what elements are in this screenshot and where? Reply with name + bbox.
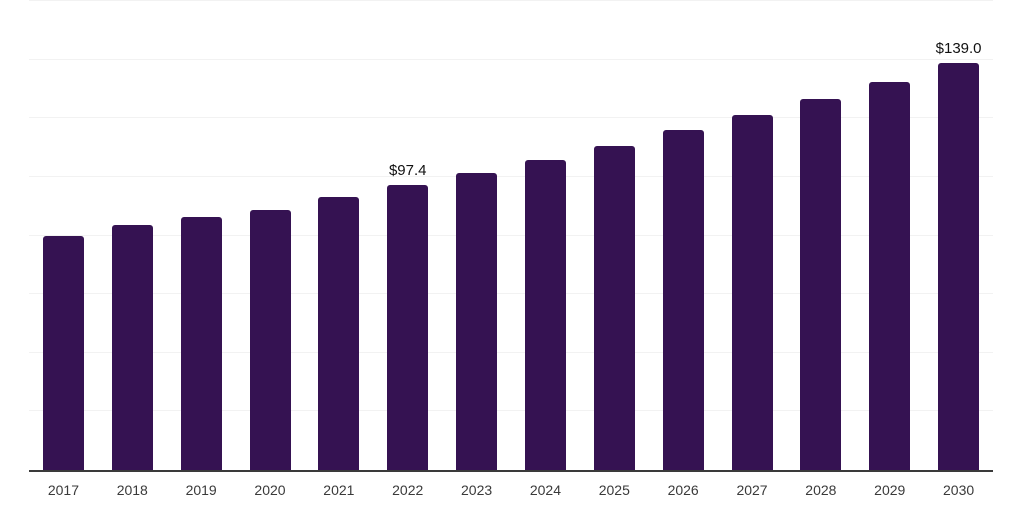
gridline-140 (29, 58, 993, 60)
x-tick-2017: 2017 (47, 482, 79, 498)
x-tick-2023: 2023 (461, 482, 493, 498)
bar-2018 (111, 225, 153, 470)
bar-2028 (800, 98, 842, 470)
bar-2025 (593, 146, 635, 470)
bar-group-2026 (649, 1, 718, 470)
bar-group-2017 (29, 1, 98, 470)
gridline-160 (29, 0, 993, 1)
bar-group-2028 (786, 1, 855, 470)
x-tick-2025: 2025 (598, 482, 630, 498)
bar-2024 (524, 160, 566, 470)
x-tick-2021: 2021 (323, 482, 355, 498)
bar-2023 (456, 173, 498, 470)
x-tick-2028: 2028 (805, 482, 837, 498)
x-tick-2030: 2030 (943, 482, 975, 498)
bar-group-2030: $139.0 (924, 1, 993, 470)
x-tick-2022: 2022 (392, 482, 424, 498)
bar-group-2021 (304, 1, 373, 470)
gridline-20 (29, 410, 993, 412)
bar-series: $97.4 $139.0 (29, 1, 993, 470)
bar-2017 (42, 235, 84, 470)
gridline-80 (29, 234, 993, 236)
plot-area: $97.4 $139.0 (29, 0, 993, 472)
bar-group-2024 (511, 1, 580, 470)
bar-group-2020 (236, 1, 305, 470)
bar-group-2018 (98, 1, 167, 470)
bar-2020 (249, 209, 291, 470)
x-axis-tick-labels: 2017 2018 2019 2020 2021 2022 2023 2024 2025 2026… (29, 482, 993, 498)
bar-2030 (938, 62, 980, 470)
x-tick-2026: 2026 (667, 482, 699, 498)
bar-2019 (180, 217, 222, 470)
x-axis-line (29, 470, 993, 472)
x-tick-2029: 2029 (874, 482, 906, 498)
gridline-100 (29, 175, 993, 177)
bar-2029 (869, 81, 911, 470)
bar-2022 (387, 184, 429, 470)
x-tick-2027: 2027 (736, 482, 768, 498)
bar-group-2025 (580, 1, 649, 470)
gridline-40 (29, 351, 993, 353)
bar-group-2022: $97.4 (373, 1, 442, 470)
x-tick-2019: 2019 (185, 482, 217, 498)
gridline-120 (29, 117, 993, 119)
x-tick-2020: 2020 (254, 482, 286, 498)
bar-group-2019 (167, 1, 236, 470)
bar-group-2027 (718, 1, 787, 470)
bar-2021 (318, 196, 360, 470)
data-label-2022: $97.4 (388, 161, 427, 179)
gridline-60 (29, 293, 993, 295)
bar-2027 (731, 115, 773, 470)
x-tick-2024: 2024 (529, 482, 562, 498)
bar-2026 (662, 130, 704, 470)
bar-group-2023 (442, 1, 511, 470)
data-label-2030: $139.0 (935, 39, 982, 57)
bar-group-2029 (855, 1, 924, 470)
x-tick-2018: 2018 (116, 482, 148, 498)
